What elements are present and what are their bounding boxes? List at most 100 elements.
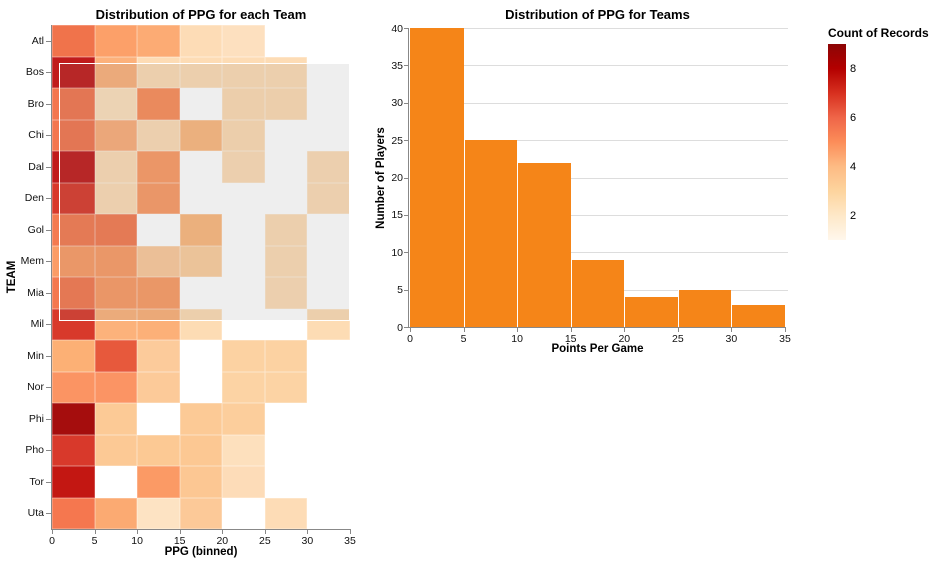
heatmap-cell[interactable] bbox=[264, 371, 308, 403]
heatmap-cell[interactable] bbox=[307, 466, 350, 498]
gridline bbox=[410, 252, 788, 254]
heatmap-cell[interactable] bbox=[137, 403, 180, 435]
heatmap-cell[interactable] bbox=[179, 403, 223, 435]
x-tickmark bbox=[731, 327, 733, 332]
heatmap-cell[interactable] bbox=[307, 372, 350, 404]
heatmap-cell[interactable] bbox=[137, 340, 180, 372]
heatmap-cell[interactable] bbox=[222, 340, 265, 372]
heatmap-cell[interactable] bbox=[265, 403, 308, 435]
heatmap-cell[interactable] bbox=[52, 371, 95, 403]
heatmap-cell[interactable] bbox=[94, 434, 138, 466]
heatmap-cell[interactable] bbox=[264, 245, 308, 277]
heatmap-cell[interactable] bbox=[52, 466, 95, 498]
heatmap-cell[interactable] bbox=[137, 182, 180, 214]
heatmap-cell[interactable] bbox=[222, 403, 265, 435]
heatmap-cell[interactable] bbox=[179, 245, 223, 277]
heatmap-cell[interactable] bbox=[264, 56, 308, 88]
heatmap-cell[interactable] bbox=[264, 214, 308, 246]
heatmap-cell[interactable] bbox=[222, 371, 265, 403]
y-tickmark bbox=[404, 214, 409, 216]
heatmap-cell[interactable] bbox=[179, 308, 223, 340]
heatmap-cell[interactable] bbox=[137, 88, 180, 120]
heatmap-cell[interactable] bbox=[179, 434, 223, 466]
heatmap-cell[interactable] bbox=[94, 245, 138, 277]
heatmap-cell[interactable] bbox=[52, 403, 95, 435]
x-tickmark bbox=[222, 529, 224, 534]
histogram-x-axis-title: Points Per Game bbox=[551, 343, 644, 355]
heatmap-cell[interactable] bbox=[307, 25, 350, 57]
heatmap-cell[interactable] bbox=[180, 372, 223, 404]
heatmap-cell[interactable] bbox=[307, 151, 350, 183]
heatmap-cell[interactable] bbox=[52, 434, 95, 466]
heatmap-cell[interactable] bbox=[222, 151, 265, 183]
heatmap-cell[interactable] bbox=[94, 403, 138, 435]
heatmap-cell[interactable] bbox=[137, 371, 180, 403]
heatmap-cell[interactable] bbox=[137, 466, 180, 498]
legend-title: Count of Records bbox=[828, 26, 929, 40]
heatmap-cell[interactable] bbox=[94, 371, 138, 403]
hist-bar bbox=[517, 162, 571, 327]
heatmap-cell[interactable] bbox=[307, 403, 350, 435]
team-label: Mem bbox=[20, 255, 44, 268]
y-tickmark bbox=[46, 450, 51, 452]
heatmap-cell[interactable] bbox=[264, 88, 308, 120]
heatmap-cell[interactable] bbox=[180, 340, 223, 372]
heatmap-cell[interactable] bbox=[179, 119, 223, 151]
histogram-x-tick-label: 15 bbox=[564, 333, 577, 345]
heatmap-x-tick-label: 30 bbox=[301, 535, 314, 547]
heatmap-cell[interactable] bbox=[94, 119, 138, 151]
heatmap-cell[interactable] bbox=[94, 25, 138, 57]
heatmap-cell[interactable] bbox=[307, 182, 350, 214]
heatmap-cell[interactable] bbox=[307, 308, 350, 340]
heatmap-cell[interactable] bbox=[265, 466, 308, 498]
heatmap-cell[interactable] bbox=[94, 151, 138, 183]
heatmap-cell[interactable] bbox=[94, 308, 138, 340]
heatmap-cell[interactable] bbox=[94, 497, 138, 529]
heatmap-cell[interactable] bbox=[179, 25, 223, 57]
heatmap-cell[interactable] bbox=[137, 497, 180, 529]
heatmap-cell[interactable] bbox=[137, 119, 180, 151]
heatmap-cell[interactable] bbox=[222, 498, 265, 530]
heatmap-cell[interactable] bbox=[307, 340, 350, 372]
heatmap-cell[interactable] bbox=[137, 308, 180, 340]
heatmap-cell[interactable] bbox=[52, 497, 95, 529]
heatmap-cell[interactable] bbox=[137, 151, 180, 183]
heatmap-cell[interactable] bbox=[222, 25, 265, 57]
heatmap-cell[interactable] bbox=[95, 466, 138, 498]
y-tickmark bbox=[404, 102, 409, 104]
heatmap-cell[interactable] bbox=[179, 466, 223, 498]
heatmap-cell[interactable] bbox=[94, 340, 138, 372]
heatmap-plot-area[interactable] bbox=[52, 25, 350, 529]
heatmap-cell[interactable] bbox=[264, 277, 308, 309]
heatmap-cell[interactable] bbox=[307, 498, 350, 530]
heatmap-cell[interactable] bbox=[137, 245, 180, 277]
histogram-x-tick-label: 35 bbox=[779, 333, 791, 345]
heatmap-cell[interactable] bbox=[94, 56, 138, 88]
heatmap-cell[interactable] bbox=[179, 56, 223, 88]
brush-rect[interactable] bbox=[59, 63, 350, 321]
heatmap-cell[interactable] bbox=[264, 340, 308, 372]
heatmap-cell[interactable] bbox=[94, 88, 138, 120]
heatmap-cell[interactable] bbox=[179, 214, 223, 246]
heatmap-cell[interactable] bbox=[265, 25, 308, 57]
heatmap-cell[interactable] bbox=[94, 214, 138, 246]
heatmap-cell[interactable] bbox=[94, 182, 138, 214]
heatmap-cell[interactable] bbox=[265, 435, 308, 467]
heatmap-cell[interactable] bbox=[222, 119, 265, 151]
heatmap-cell[interactable] bbox=[137, 277, 180, 309]
heatmap-cell[interactable] bbox=[222, 56, 265, 88]
heatmap-cell[interactable] bbox=[137, 25, 180, 57]
heatmap-cell[interactable] bbox=[264, 497, 308, 529]
heatmap-cell[interactable] bbox=[52, 340, 95, 372]
x-tickmark bbox=[350, 529, 351, 534]
y-tickmark bbox=[46, 324, 51, 326]
heatmap-cell[interactable] bbox=[307, 435, 350, 467]
heatmap-cell[interactable] bbox=[222, 466, 265, 498]
heatmap-cell[interactable] bbox=[222, 88, 265, 120]
heatmap-cell[interactable] bbox=[179, 497, 223, 529]
heatmap-cell[interactable] bbox=[94, 277, 138, 309]
heatmap-cell[interactable] bbox=[137, 56, 180, 88]
heatmap-cell[interactable] bbox=[52, 25, 95, 57]
heatmap-cell[interactable] bbox=[222, 434, 265, 466]
heatmap-cell[interactable] bbox=[137, 434, 180, 466]
